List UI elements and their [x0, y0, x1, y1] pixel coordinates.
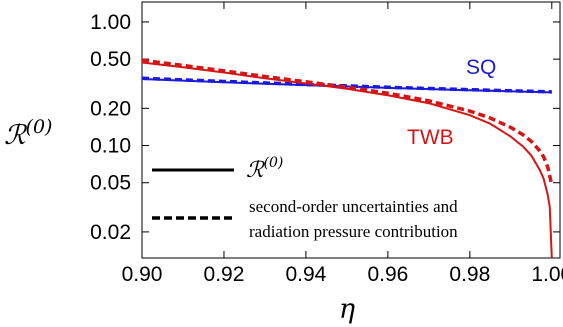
x-tick-label: 0.90 [122, 263, 163, 286]
x-tick-label: 0.98 [449, 263, 490, 286]
x-tick-label: 0.94 [285, 263, 326, 286]
sq-dashed-line [141, 76, 552, 94]
y-tick-label: 1.00 [90, 11, 131, 34]
y-tick-label: 0.10 [90, 135, 131, 158]
legend-dashed-label-line-1: second-order uncertainties and [249, 197, 458, 216]
y-tick-label: 0.02 [90, 221, 131, 244]
series-lines [141, 58, 554, 259]
y-tick-label: 0.05 [90, 172, 131, 195]
y-axis-label: ℛ(0) [4, 116, 52, 151]
x-tick-label: 0.92 [204, 263, 245, 286]
x-axis-label: η [339, 294, 355, 325]
y-tick-label: 0.20 [90, 97, 131, 120]
legend-dashed-label-line-2: radiation pressure contribution [249, 222, 458, 241]
twb-dashed-line [141, 58, 554, 186]
x-tick-label: 1.00 [531, 263, 563, 286]
plot-frame [141, 1, 561, 259]
y-tick-label: 0.50 [90, 48, 131, 71]
twb-series-label: TWB [407, 126, 454, 149]
axis-ticks: 0.90 0.92 0.94 0.96 0.98 1.00 0.02 0.05 0.10 0.20… [90, 2, 563, 286]
x-tick-label: 0.96 [367, 263, 408, 286]
legend: ℛ(0) second-order uncertainties and radi… [152, 155, 458, 241]
legend-solid-label: ℛ(0) [246, 155, 283, 183]
twb-solid-line [141, 61, 553, 259]
sq-series-label: SQ [466, 56, 496, 79]
